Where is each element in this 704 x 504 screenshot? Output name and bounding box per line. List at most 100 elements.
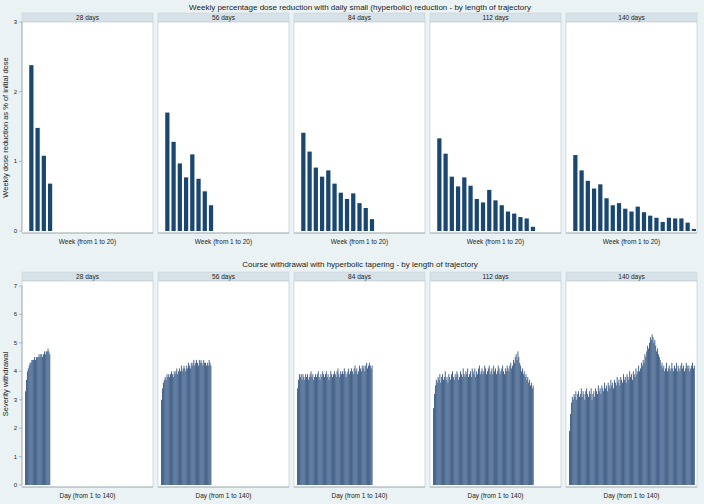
bar	[449, 377, 451, 485]
bar	[305, 374, 307, 485]
bar	[623, 209, 627, 231]
bar	[171, 371, 173, 485]
bar	[693, 366, 695, 485]
bar	[659, 360, 661, 485]
chart-title: Weekly percentage dose reduction with da…	[189, 3, 531, 12]
y-tick	[19, 91, 22, 92]
bar	[188, 363, 190, 485]
bar	[532, 386, 534, 486]
bar	[681, 363, 683, 485]
bar	[300, 374, 302, 485]
facet-title: 28 days	[76, 14, 100, 22]
bar	[527, 377, 529, 485]
x-axis-label: Week (from 1 to 20)	[331, 238, 388, 246]
plot-area	[566, 281, 697, 487]
bar	[614, 380, 616, 485]
x-axis-label: Day (from 1 to 140)	[60, 492, 116, 500]
bar	[460, 374, 462, 485]
x-axis-label: Day (from 1 to 140)	[332, 492, 388, 500]
bar	[454, 374, 456, 485]
y-tick-label: 0	[14, 228, 18, 234]
bar	[610, 380, 612, 485]
y-tick	[19, 485, 22, 486]
bar	[200, 360, 202, 485]
bar	[171, 142, 175, 231]
bar	[611, 205, 615, 231]
plot-area	[430, 281, 561, 487]
bar	[525, 218, 529, 231]
x-axis-line	[294, 487, 425, 488]
bar	[661, 363, 663, 485]
chart-title: Course withdrawal with hyperbolic taperi…	[242, 260, 478, 269]
y-tick-label: 1	[14, 158, 18, 164]
y-tick-label: 5	[14, 340, 18, 346]
bar	[597, 386, 599, 486]
x-axis-label: Day (from 1 to 140)	[196, 492, 252, 500]
bar	[498, 368, 500, 485]
bar	[598, 184, 602, 231]
bar	[437, 138, 441, 231]
facet-strip	[158, 13, 289, 22]
bar	[596, 391, 598, 485]
bars	[29, 65, 52, 231]
x-axis-label: Day (from 1 to 140)	[604, 492, 660, 500]
bar	[351, 371, 353, 485]
y-tick	[19, 314, 22, 315]
bar	[468, 186, 472, 231]
bar	[179, 368, 181, 485]
bar	[500, 205, 504, 231]
bar	[622, 374, 624, 485]
bar	[621, 380, 623, 485]
y-tick-label: 6	[14, 311, 18, 317]
x-axis-line	[430, 233, 561, 234]
bar	[481, 202, 485, 231]
bar	[206, 363, 208, 485]
bar	[44, 351, 46, 485]
bar	[201, 363, 203, 485]
bar	[327, 374, 329, 485]
bar	[627, 377, 629, 485]
bar	[638, 366, 640, 485]
x-axis-line	[158, 487, 289, 488]
bar	[616, 377, 618, 485]
bar	[530, 383, 532, 485]
bar	[487, 190, 491, 231]
bar	[204, 363, 206, 485]
bar	[512, 214, 516, 231]
bar	[657, 349, 659, 485]
bar	[674, 366, 676, 485]
bar	[310, 371, 312, 485]
bar	[45, 351, 47, 485]
y-axis-line	[22, 286, 23, 485]
bar	[450, 177, 454, 231]
bar	[42, 156, 46, 231]
bar	[642, 212, 646, 231]
bar	[320, 374, 322, 485]
bar	[655, 346, 657, 485]
bar	[357, 203, 361, 231]
bar	[196, 179, 200, 231]
bar	[171, 374, 173, 485]
bar	[444, 371, 446, 485]
bar	[620, 377, 622, 485]
bar	[519, 363, 521, 485]
bar	[364, 208, 368, 231]
x-axis-line	[430, 487, 561, 488]
bar	[583, 394, 585, 485]
bar	[678, 368, 680, 485]
bar	[677, 366, 679, 485]
bar	[38, 354, 40, 485]
bar	[517, 351, 519, 485]
bar	[640, 363, 642, 485]
y-tick	[19, 428, 22, 429]
bar	[178, 163, 182, 231]
bar	[333, 371, 335, 485]
bar	[457, 374, 459, 485]
bar	[475, 199, 479, 231]
plot-area	[566, 22, 697, 233]
plot-area	[294, 22, 425, 233]
bar	[176, 368, 178, 485]
bar	[571, 397, 573, 485]
bar	[190, 363, 192, 485]
bar	[359, 368, 361, 485]
